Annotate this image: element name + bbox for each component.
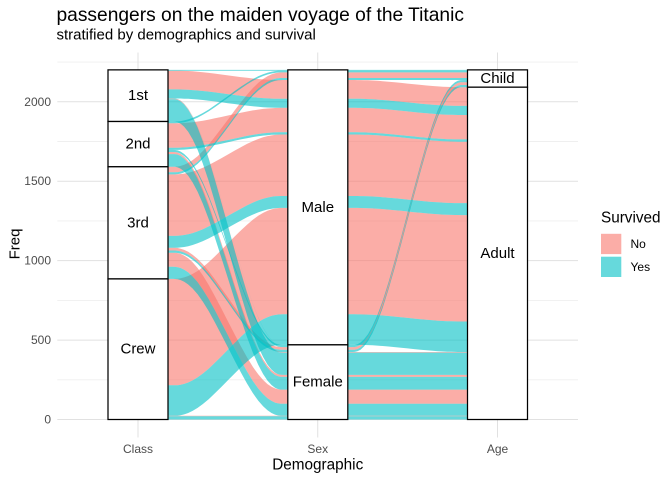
svg-text:0: 0 <box>44 413 51 427</box>
svg-text:1500: 1500 <box>24 174 51 188</box>
svg-text:500: 500 <box>31 333 51 347</box>
svg-text:Survived: Survived <box>601 210 661 227</box>
svg-text:stratified by demographics and: stratified by demographics and survival <box>57 26 316 43</box>
svg-text:Class: Class <box>123 442 153 456</box>
svg-text:2000: 2000 <box>24 95 51 109</box>
svg-text:Freq: Freq <box>7 229 24 260</box>
svg-text:Demographic: Demographic <box>272 456 363 473</box>
svg-text:Sex: Sex <box>307 442 328 456</box>
svg-text:Male: Male <box>302 199 335 216</box>
svg-text:Child: Child <box>480 70 514 87</box>
svg-text:Yes: Yes <box>631 260 651 274</box>
svg-text:passengers on the maiden voyag: passengers on the maiden voyage of the T… <box>57 5 465 26</box>
svg-text:1000: 1000 <box>24 254 51 268</box>
svg-text:Female: Female <box>293 374 343 391</box>
svg-text:Adult: Adult <box>480 245 515 262</box>
svg-text:3rd: 3rd <box>127 214 149 231</box>
svg-text:2nd: 2nd <box>125 136 150 153</box>
svg-text:No: No <box>631 237 647 251</box>
svg-text:1st: 1st <box>128 87 149 104</box>
svg-text:Age: Age <box>487 442 509 456</box>
svg-text:Crew: Crew <box>120 341 155 358</box>
